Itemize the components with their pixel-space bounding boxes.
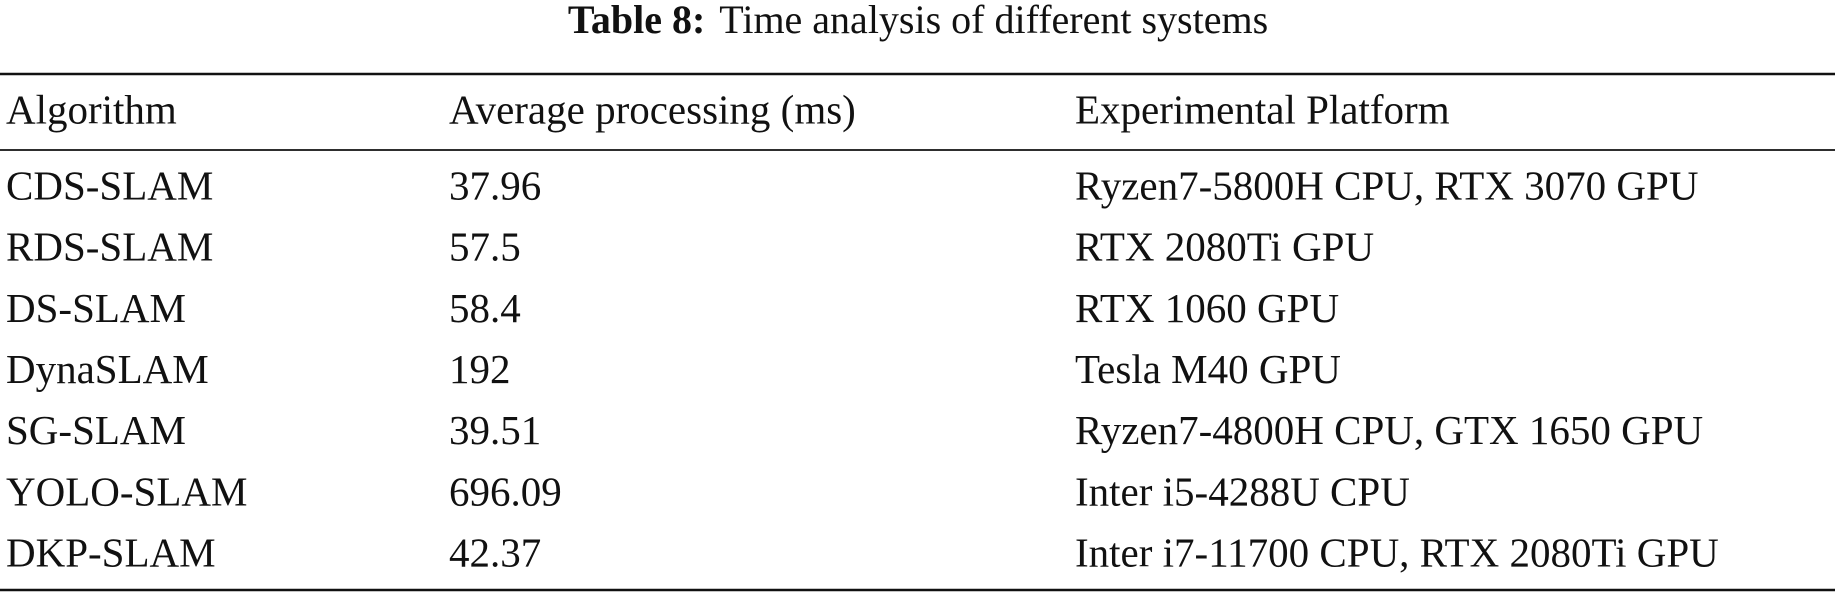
table-cell: SG-SLAM [6, 407, 186, 453]
caption-label: Table 8: [568, 0, 705, 42]
table-cell: 696.09 [449, 468, 562, 514]
header-cell: Algorithm [6, 86, 177, 132]
table-cell: DynaSLAM [6, 346, 209, 392]
table-cell: DKP-SLAM [6, 530, 216, 576]
table-cell: RDS-SLAM [6, 224, 213, 270]
caption-text: Time analysis of different systems [719, 0, 1268, 42]
table-cell: 42.37 [449, 530, 541, 576]
header-cell: Average processing (ms) [449, 86, 856, 132]
table-cell: CDS-SLAM [6, 162, 213, 208]
table-cell: 58.4 [449, 285, 521, 331]
table-cell: 37.96 [449, 162, 541, 208]
table-caption: Table 8: Time analysis of different syste… [568, 0, 1268, 42]
table-cell: RTX 2080Ti GPU [1075, 224, 1374, 270]
table-cell: YOLO-SLAM [6, 468, 247, 514]
table-cell: Inter i7-11700 CPU, RTX 2080Ti GPU [1075, 530, 1719, 576]
table-cell: 39.51 [449, 407, 541, 453]
table-cell: Ryzen7-4800H CPU, GTX 1650 GPU [1075, 407, 1703, 453]
table-cell: Tesla M40 GPU [1075, 346, 1341, 392]
table-cell: Inter i5-4288U CPU [1075, 468, 1410, 514]
table-cell: DS-SLAM [6, 285, 186, 331]
table-cell: 57.5 [449, 224, 521, 270]
header-cell: Experimental Platform [1075, 86, 1450, 132]
table-cell: Ryzen7-5800H CPU, RTX 3070 GPU [1075, 162, 1698, 208]
table-cell: RTX 1060 GPU [1075, 285, 1339, 331]
table-cell: 192 [449, 346, 511, 392]
